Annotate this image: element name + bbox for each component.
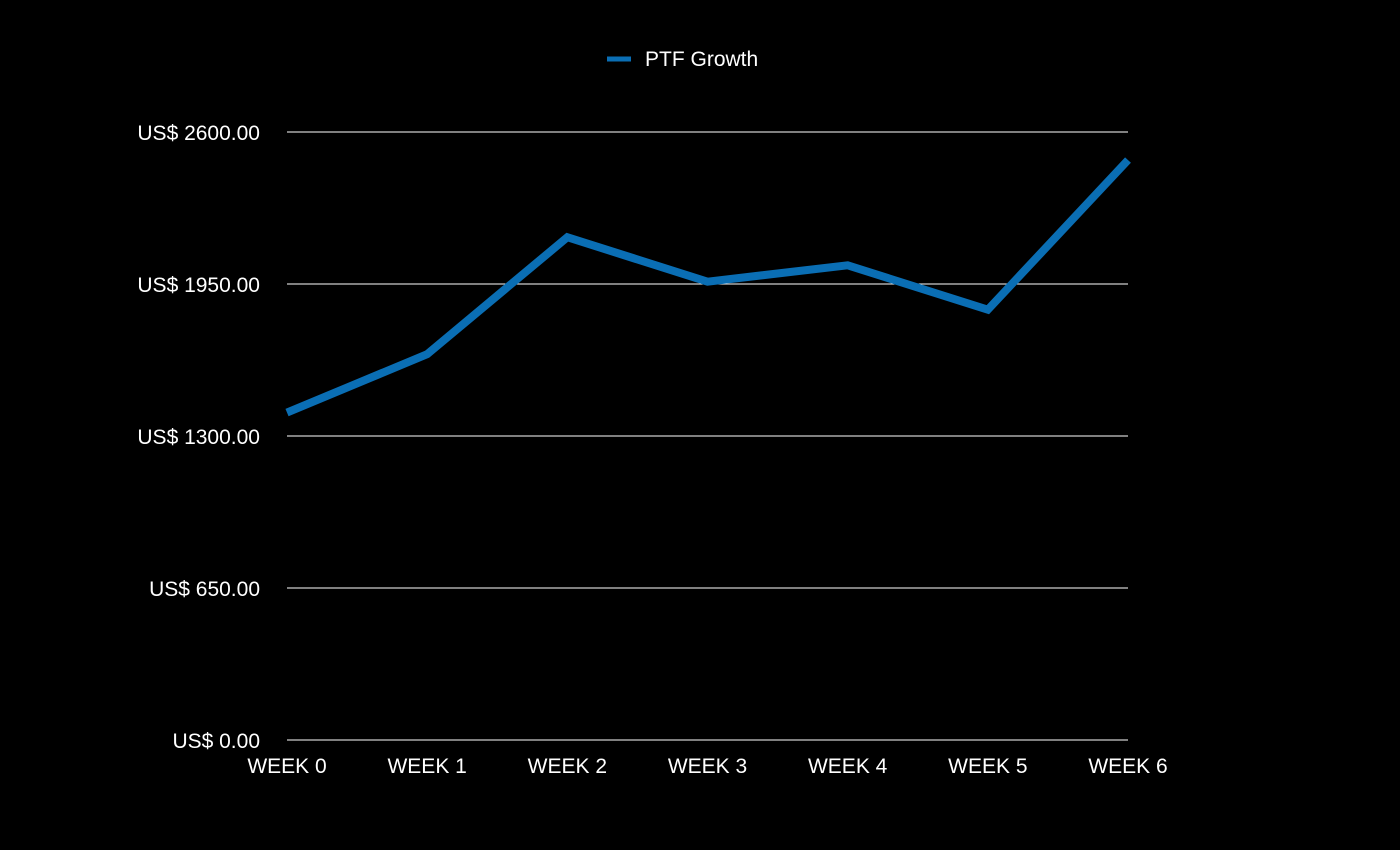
x-tick-label: WEEK 4: [808, 755, 888, 778]
x-tick-label: WEEK 0: [247, 755, 326, 778]
x-tick-label: WEEK 1: [387, 755, 466, 778]
x-tick-label: WEEK 3: [668, 755, 747, 778]
x-tick-label: WEEK 5: [948, 755, 1027, 778]
x-tick-label: WEEK 2: [528, 755, 607, 778]
series-layer: [285, 157, 1131, 417]
y-tick-label: US$ 0.00: [172, 730, 260, 753]
y-tick-label: US$ 1300.00: [137, 426, 260, 449]
x-axis-tick-labels: WEEK 0 WEEK 1 WEEK 2 WEEK 3 WEEK 4 WEEK 5 WEEK…: [247, 755, 1167, 778]
series-line-ptf-growth: [285, 157, 1131, 417]
y-tick-label: US$ 1950.00: [137, 274, 260, 297]
y-tick-label: US$ 650.00: [149, 578, 260, 601]
y-tick-label: US$ 2600.00: [137, 122, 260, 145]
legend: PTF Growth: [607, 48, 758, 71]
y-axis-tick-labels: US$ 0.00 US$ 650.00 US$ 1300.00 US$ 1950.00…: [137, 122, 260, 753]
x-tick-label: WEEK 6: [1088, 755, 1167, 778]
gridlines: [287, 131, 1128, 741]
legend-label: PTF Growth: [645, 48, 758, 71]
